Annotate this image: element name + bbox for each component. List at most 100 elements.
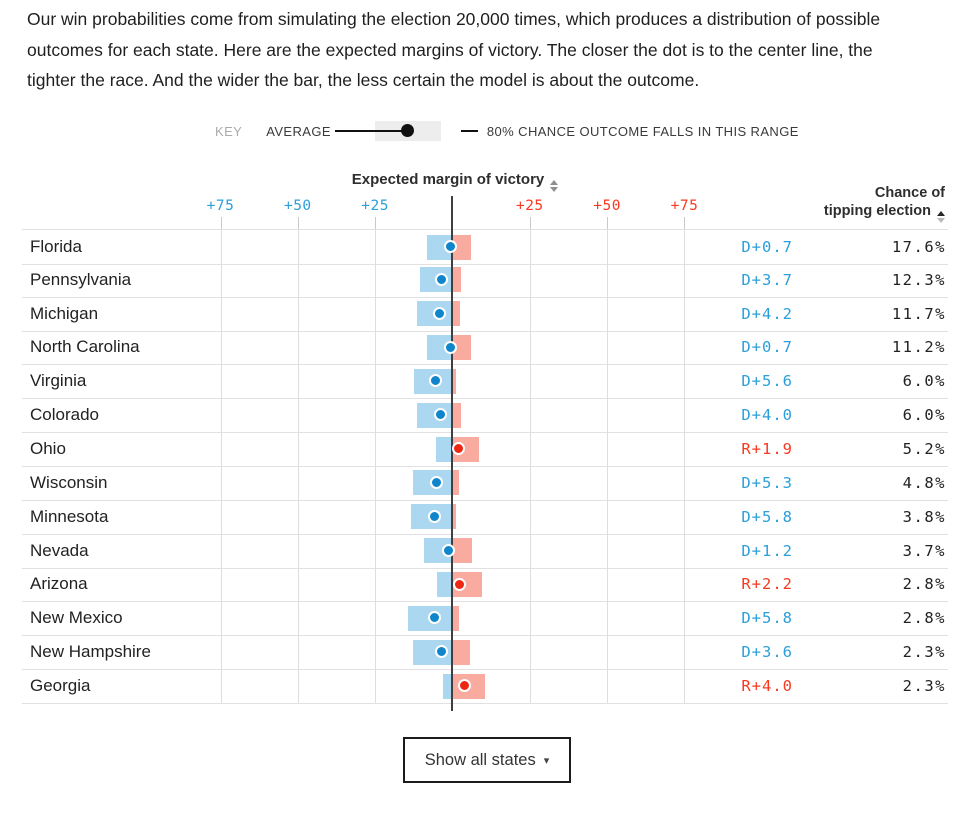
tipping-chance: 2.3% xyxy=(902,643,946,662)
table-row[interactable]: Minnesota D+5.8 3.8% xyxy=(22,500,948,535)
state-label: Michigan xyxy=(30,303,99,323)
axis-tick-dem: +75 xyxy=(206,198,235,214)
gridline xyxy=(375,229,377,703)
state-label: Ohio xyxy=(30,439,66,459)
axis-tick-mark xyxy=(684,217,686,229)
tipping-chance: 2.8% xyxy=(902,575,946,594)
state-label: Minnesota xyxy=(30,506,109,526)
sort-icon[interactable] xyxy=(937,211,945,223)
column-header-tipping[interactable]: Chance of tipping election xyxy=(824,184,945,223)
state-label: Florida xyxy=(30,236,82,256)
tipping-chance: 6.0% xyxy=(902,406,946,425)
dem-range-bar xyxy=(436,436,453,462)
column-header-margin[interactable]: Expected margin of victory xyxy=(300,171,610,192)
tipping-header-line1: Chance of xyxy=(874,185,945,201)
axis-tick-mark xyxy=(297,217,299,229)
average-dot xyxy=(443,240,457,253)
rep-range-bar xyxy=(452,538,472,564)
margin-label: R+1.9 xyxy=(741,440,793,459)
margin-label: D+3.6 xyxy=(741,643,793,662)
tipping-header-line2: tipping election xyxy=(823,203,931,219)
state-label: Nevada xyxy=(30,540,89,560)
margin-label: D+5.8 xyxy=(741,609,793,628)
key-average-label: AVERAGE xyxy=(266,123,331,139)
margin-label: D+4.2 xyxy=(741,304,793,323)
rep-range-bar xyxy=(452,267,462,293)
table-row[interactable]: Arizona R+2.2 2.8% xyxy=(22,568,948,603)
table-row[interactable]: Pennsylvania D+3.7 12.3% xyxy=(22,263,948,298)
average-dot xyxy=(458,679,472,693)
table-row[interactable]: Georgia R+4.0 2.3% xyxy=(22,669,948,704)
tipping-chance: 2.3% xyxy=(902,677,946,696)
key-average-line xyxy=(334,130,408,132)
rep-range-bar xyxy=(452,402,462,428)
rep-range-bar xyxy=(452,234,472,260)
rep-range-bar xyxy=(452,368,456,394)
average-dot xyxy=(452,577,466,591)
intro-text: Our win probabilities come from simulati… xyxy=(27,9,881,90)
table-row[interactable]: Colorado D+4.0 6.0% xyxy=(22,398,948,434)
table-row[interactable]: New Mexico D+5.8 2.8% xyxy=(22,601,948,637)
tipping-chance: 11.2% xyxy=(891,338,946,357)
key-range-label: 80% CHANCE OUTCOME FALLS IN THIS RANGE xyxy=(486,123,799,139)
tipping-chance: 4.8% xyxy=(902,473,946,492)
average-dot xyxy=(433,306,446,320)
margin-label: R+4.0 xyxy=(741,677,793,696)
average-dot xyxy=(434,645,448,659)
rep-range-bar xyxy=(452,301,460,327)
caret-down-icon: ▾ xyxy=(543,754,550,767)
tipping-chance: 11.7% xyxy=(891,304,946,323)
margin-label: D+0.7 xyxy=(741,237,793,256)
show-all-states-button[interactable]: Show all states ▾ xyxy=(403,737,571,783)
state-label: Georgia xyxy=(30,676,91,696)
average-dot xyxy=(442,543,456,557)
average-dot xyxy=(451,442,465,456)
legend-key: KEY AVERAGE 80% CHANCE OUTCOME FALLS IN … xyxy=(215,121,799,141)
dem-range-bar xyxy=(437,572,453,598)
state-label: New Mexico xyxy=(30,608,123,628)
table-row[interactable]: Nevada D+1.2 3.7% xyxy=(22,534,948,569)
gridline xyxy=(607,229,609,703)
average-dot xyxy=(428,611,442,625)
margin-label: D+4.0 xyxy=(741,406,793,425)
key-average-marker xyxy=(334,121,457,141)
key-average-dot-icon xyxy=(400,124,414,137)
table-row[interactable]: Michigan D+4.2 11.7% xyxy=(22,297,948,332)
dem-range-bar xyxy=(443,673,453,699)
show-all-states-label: Show all states xyxy=(424,750,536,769)
rep-range-bar xyxy=(452,605,459,631)
tipping-chance: 12.3% xyxy=(891,270,946,289)
axis-tick-rep: +50 xyxy=(593,198,621,214)
sort-icon[interactable] xyxy=(550,180,559,192)
axis-tick-mark xyxy=(607,217,609,229)
average-dot xyxy=(433,408,447,422)
state-label: Arizona xyxy=(30,574,88,594)
margin-label: D+5.6 xyxy=(741,372,793,391)
margin-label: R+2.2 xyxy=(741,575,793,594)
gridline xyxy=(297,229,299,703)
table-row[interactable]: Wisconsin D+5.3 4.8% xyxy=(22,466,948,501)
center-zero-line xyxy=(451,196,453,711)
table-row[interactable]: Ohio R+1.9 5.2% xyxy=(22,432,948,467)
margin-label: D+1.2 xyxy=(741,541,793,560)
axis-tick-dem: +50 xyxy=(283,198,312,214)
axis-title-text: Expected margin of victory xyxy=(351,171,545,188)
state-label: Colorado xyxy=(30,405,99,425)
gridline xyxy=(684,229,686,703)
tipping-chance: 6.0% xyxy=(902,372,946,391)
rep-range-bar xyxy=(452,470,459,496)
average-dot xyxy=(434,272,448,286)
average-dot xyxy=(428,509,442,523)
axis-tick-mark xyxy=(375,217,377,229)
table-row[interactable]: Virginia D+5.6 6.0% xyxy=(22,364,948,400)
table-row[interactable]: Florida D+0.7 17.6% xyxy=(22,229,948,265)
margin-label: D+3.7 xyxy=(741,270,793,289)
margin-label: D+5.8 xyxy=(741,507,793,526)
table-row[interactable]: North Carolina D+0.7 11.2% xyxy=(22,331,948,366)
average-dot xyxy=(443,340,457,354)
axis-tick-mark xyxy=(529,217,531,229)
axis-tick-mark xyxy=(220,217,222,229)
table-row[interactable]: New Hampshire D+3.6 2.3% xyxy=(22,635,948,671)
tipping-chance: 2.8% xyxy=(902,609,946,628)
